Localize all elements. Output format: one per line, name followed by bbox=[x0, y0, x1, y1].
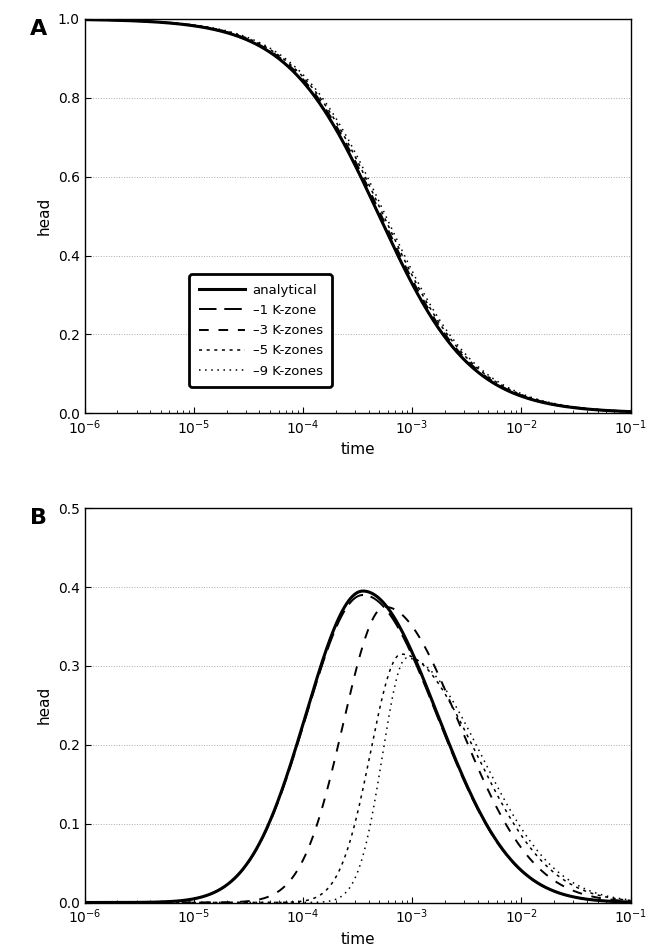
X-axis label: time: time bbox=[340, 443, 375, 457]
X-axis label: time: time bbox=[340, 932, 375, 946]
Y-axis label: head: head bbox=[37, 686, 52, 725]
Y-axis label: head: head bbox=[37, 197, 52, 236]
Text: B: B bbox=[30, 508, 47, 528]
Text: A: A bbox=[30, 19, 47, 39]
Legend: analytical, –1 K-zone, –3 K-zones, –5 K-zones, –9 K-zones: analytical, –1 K-zone, –3 K-zones, –5 K-… bbox=[189, 275, 332, 387]
